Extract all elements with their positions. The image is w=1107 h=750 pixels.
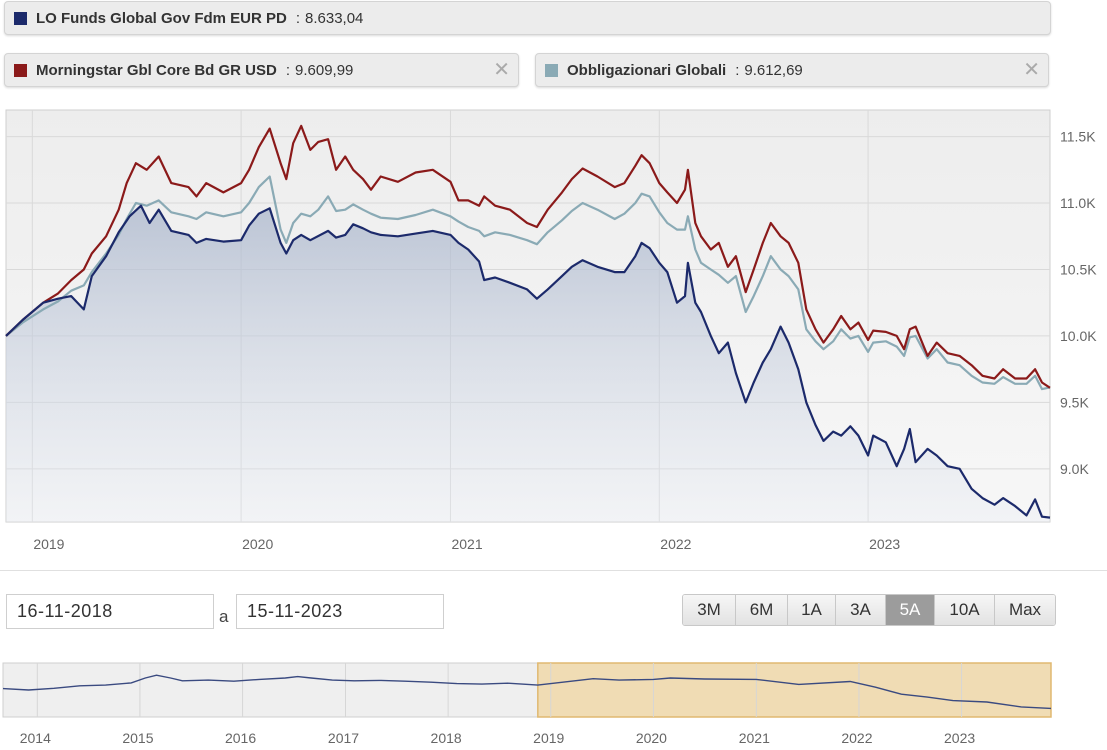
series-line-fund [5, 204, 1051, 519]
y-tick-label: 9.0K [1060, 461, 1089, 477]
legend-separator: : [295, 9, 301, 27]
series-line-category [5, 175, 1051, 391]
navigator-chart[interactable]: 2014 2015 2016 2017 2018 2019 2020 2021 2022 2023 [0, 660, 1107, 750]
series-area-fund [6, 205, 1050, 522]
legend-value-fund: 8.633,04 [305, 9, 364, 27]
period-max-button[interactable]: Max [995, 595, 1055, 625]
period-6m-button[interactable]: 6M [736, 595, 788, 625]
navigator-tick-label: 2018 [431, 730, 462, 746]
x-tick-label: 2021 [451, 536, 482, 552]
legend-name-benchmark: Morningstar Gbl Core Bd GR USD [36, 61, 277, 79]
period-buttons: 3M 6M 1A 3A 5A 10A Max [682, 594, 1056, 626]
x-tick-label: 2020 [242, 536, 273, 552]
period-10a-button[interactable]: 10A [935, 595, 995, 625]
x-tick-label: 2023 [869, 536, 900, 552]
legend-value-category: 9.612,69 [744, 61, 803, 79]
navigator-tick-label: 2016 [225, 730, 256, 746]
legend-swatch-benchmark [14, 63, 27, 77]
period-5a-button[interactable]: 5A [886, 595, 935, 625]
legend-swatch-category [545, 63, 558, 77]
legend-name-fund: LO Funds Global Gov Fdm EUR PD [36, 9, 287, 27]
legend-separator: : [735, 61, 740, 79]
x-tick-label: 2022 [660, 536, 691, 552]
legend-name-category: Obbligazionari Globali [567, 61, 727, 79]
y-tick-label: 10.0K [1060, 328, 1097, 344]
period-3m-button[interactable]: 3M [683, 595, 736, 625]
legend-item-benchmark[interactable]: Morningstar Gbl Core Bd GR USD : 9.609,9… [4, 53, 519, 87]
close-icon[interactable]: ✕ [1023, 59, 1040, 81]
navigator-tick-label: 2017 [328, 730, 359, 746]
date-to-input[interactable]: 15-11-2023 [236, 594, 444, 629]
legend-separator: : [285, 61, 291, 79]
y-tick-label: 11.5K [1060, 129, 1096, 145]
navigator-tick-label: 2020 [636, 730, 667, 746]
period-1a-button[interactable]: 1A [788, 595, 836, 625]
date-range-separator: a [219, 607, 229, 626]
legend-value-benchmark: 9.609,99 [295, 61, 354, 79]
period-3a-button[interactable]: 3A [836, 595, 886, 625]
navigator-tick-label: 2019 [533, 730, 564, 746]
navigator-tick-label: 2015 [122, 730, 153, 746]
legend-item-fund[interactable]: LO Funds Global Gov Fdm EUR PD : 8.633,0… [4, 1, 1051, 35]
navigator-line [2, 674, 1052, 710]
main-chart[interactable]: 9.0K 9.5K 10.0K 10.5K 11.0K 11.5K 2019 2020 2021… [0, 100, 1107, 560]
y-tick-label: 11.0K [1060, 195, 1096, 211]
navigator-selection[interactable] [537, 662, 1052, 718]
x-tick-label: 2019 [33, 536, 64, 552]
legend-swatch-fund [14, 11, 27, 25]
series-line-benchmark [5, 124, 1051, 389]
legend-item-category[interactable]: Obbligazionari Globali : 9.612,69 ✕ [535, 53, 1049, 87]
navigator-tick-label: 2022 [841, 730, 872, 746]
y-tick-label: 9.5K [1060, 394, 1089, 410]
navigator-tick-label: 2023 [944, 730, 975, 746]
divider [0, 570, 1107, 571]
close-icon[interactable]: ✕ [493, 59, 510, 81]
navigator-tick-label: 2014 [20, 730, 51, 746]
navigator-tick-label: 2021 [739, 730, 770, 746]
y-tick-label: 10.5K [1060, 261, 1097, 277]
date-from-input[interactable]: 16-11-2018 [6, 594, 214, 629]
